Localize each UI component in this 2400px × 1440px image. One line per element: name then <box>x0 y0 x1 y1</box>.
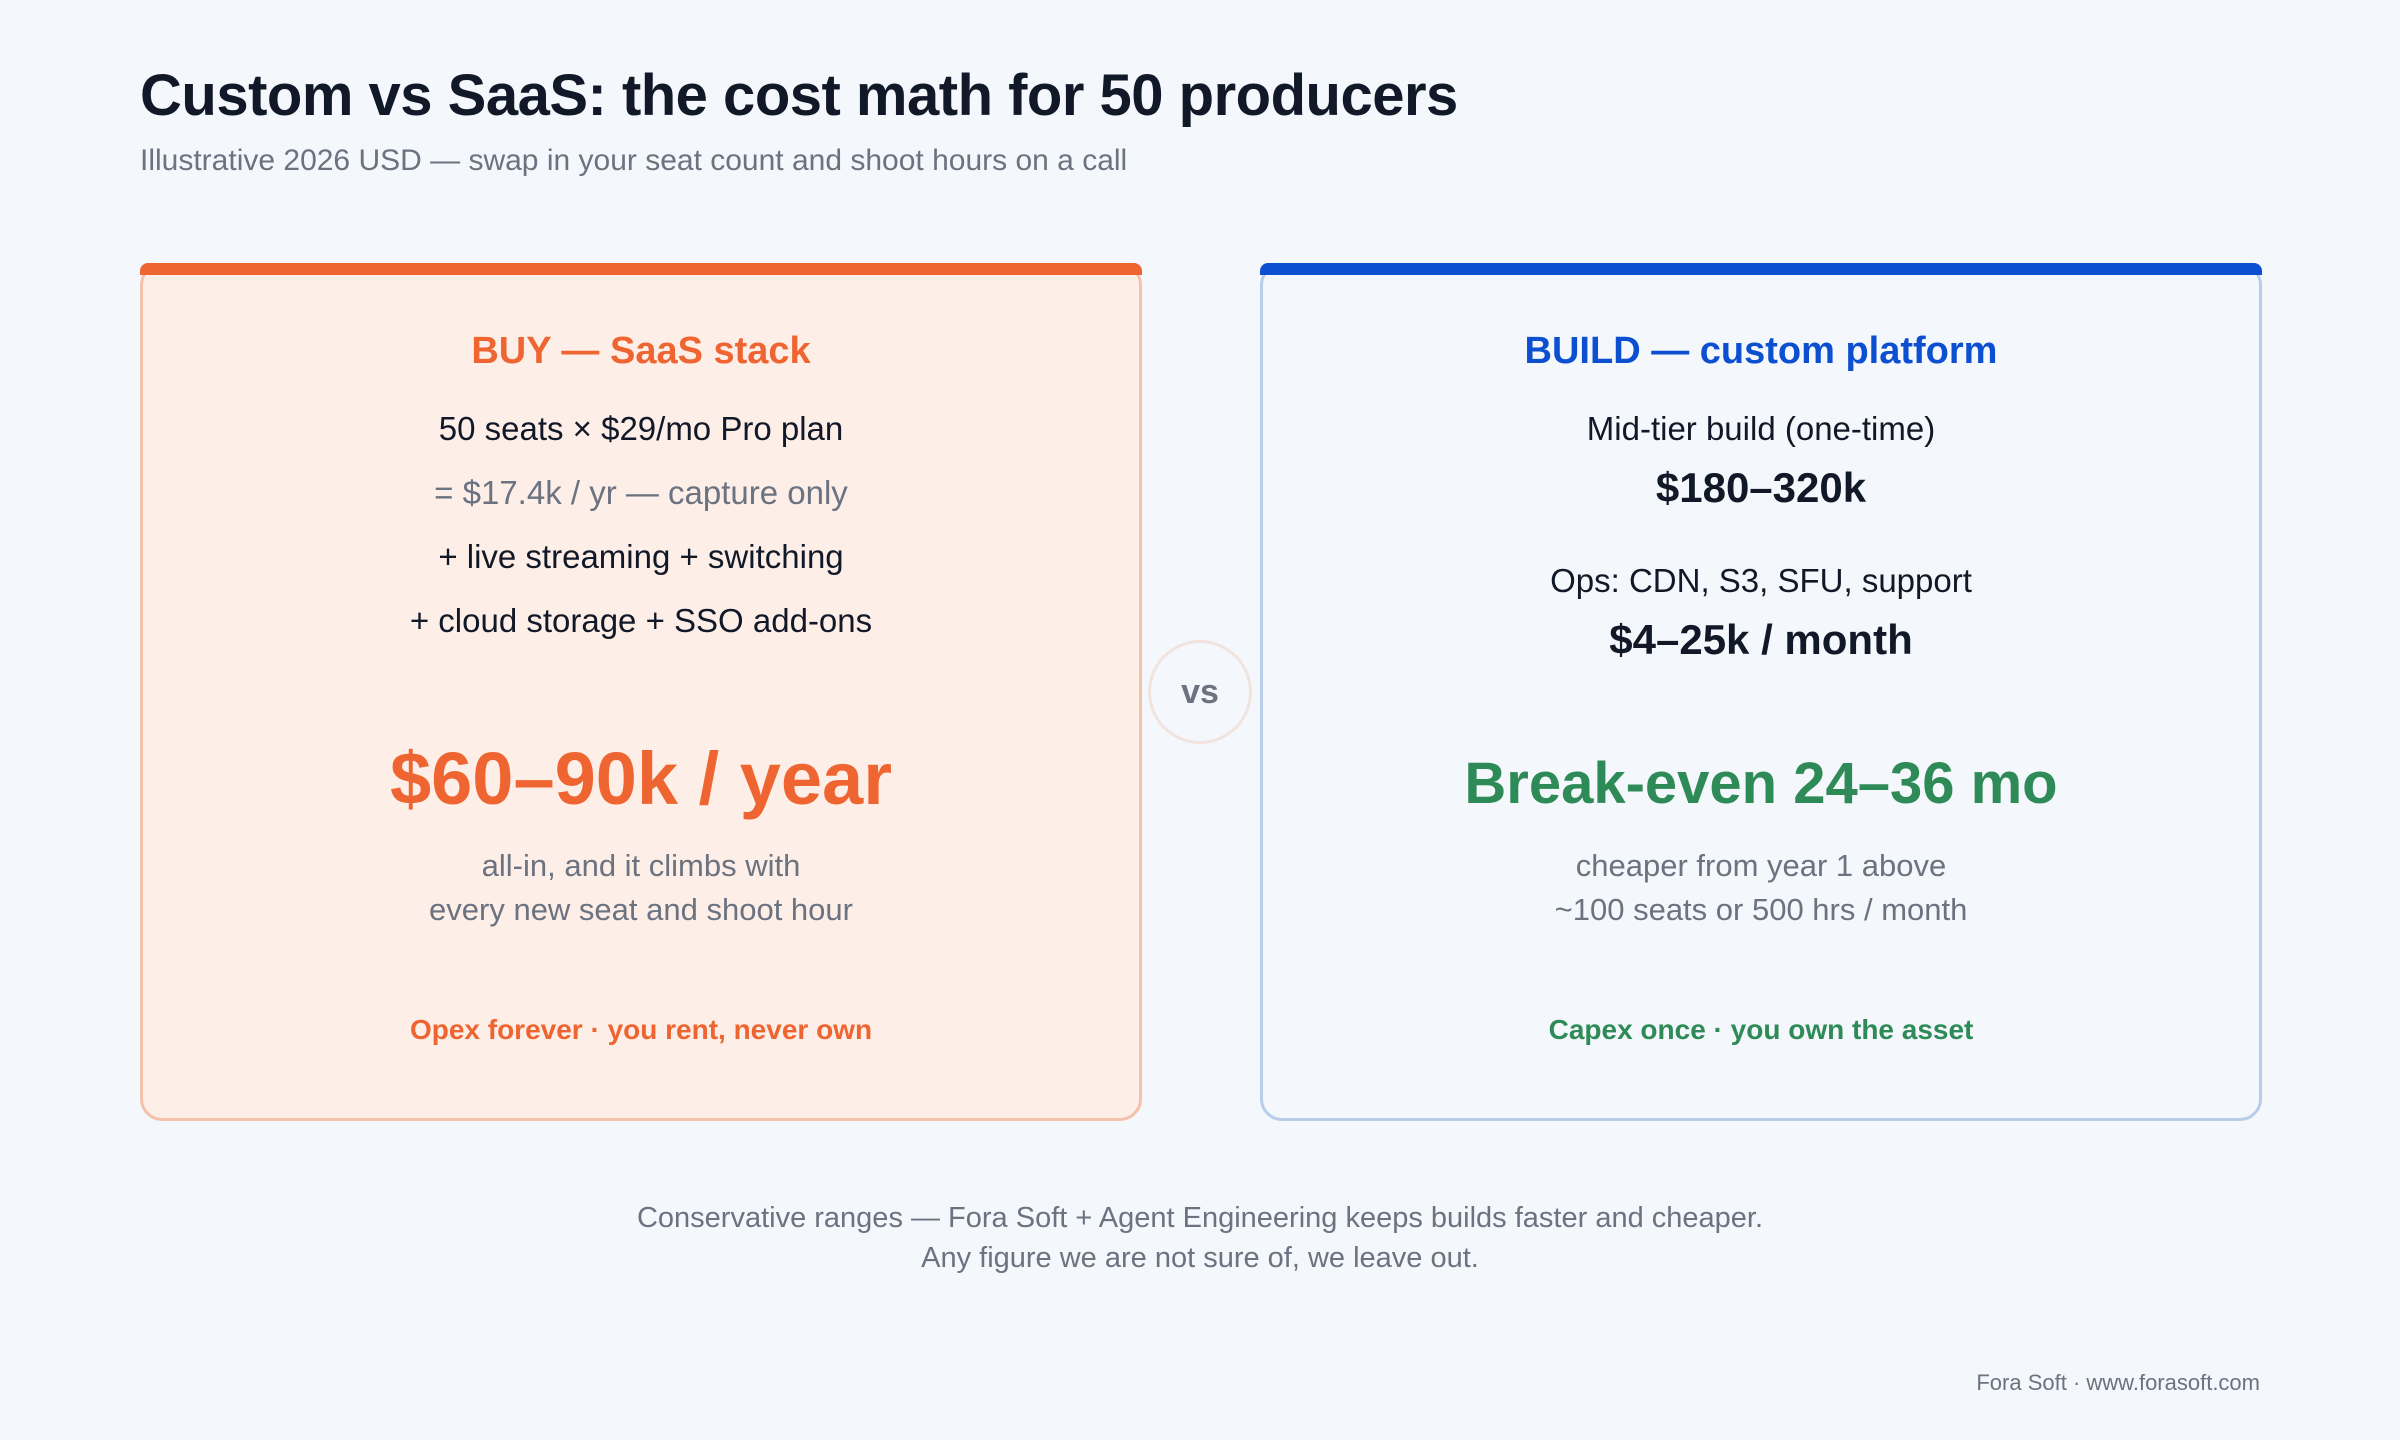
build-ops-cost: $4–25k / month <box>1609 616 1913 663</box>
buy-note-line-2: every new seat and shoot hour <box>429 892 853 927</box>
build-break-even: Break-even 24–36 mo <box>1464 751 2058 816</box>
buy-card-accent-bar <box>140 263 1142 275</box>
buy-footer: Opex forever · you rent, never own <box>409 1014 873 1045</box>
disclaimer: Conservative ranges — Fora Soft + Agent … <box>0 1198 2400 1278</box>
page-subtitle: Illustrative 2026 USD — swap in your sea… <box>140 144 1128 177</box>
build-build-cost: $180–320k <box>1655 464 1867 511</box>
disclaimer-line-2: Any figure we are not sure of, we leave … <box>921 1242 1479 1274</box>
build-card-heading: BUILD — custom platform <box>1524 330 1998 372</box>
buy-total-cost: $60–90k / year <box>389 737 893 820</box>
buy-note-line-1: all-in, and it climbs with <box>481 848 801 883</box>
build-note-line-1: cheaper from year 1 above <box>1575 848 1947 883</box>
buy-line-seats: 50 seats × $29/mo Pro plan <box>438 410 844 447</box>
page-title: Custom vs SaaS: the cost math for 50 pro… <box>140 63 1458 128</box>
build-note: cheaper from year 1 above ~100 seats or … <box>1263 844 2259 932</box>
build-footer: Capex once · you own the asset <box>1548 1014 1974 1045</box>
buy-card-heading: BUY — SaaS stack <box>471 330 811 372</box>
buy-note: all-in, and it climbs with every new sea… <box>143 844 1139 932</box>
build-line-ops: Ops: CDN, S3, SFU, support <box>1550 562 1972 599</box>
build-line-midtier: Mid-tier build (one-time) <box>1586 410 1936 447</box>
buy-line-capture: = $17.4k / yr — capture only <box>434 474 848 511</box>
buy-line-storage: + cloud storage + SSO add-ons <box>409 602 873 639</box>
build-card-accent-bar <box>1260 263 2262 275</box>
buy-card: BUY — SaaS stack 50 seats × $29/mo Pro p… <box>140 263 1142 1121</box>
vs-badge: vs <box>1148 640 1252 744</box>
disclaimer-line-1: Conservative ranges — Fora Soft + Agent … <box>636 1202 1764 1234</box>
build-card: BUILD — custom platform Mid-tier build (… <box>1260 263 2262 1121</box>
buy-line-streaming: + live streaming + switching <box>438 538 844 575</box>
credit-link[interactable]: Fora Soft · www.forasoft.com <box>1976 1370 2260 1395</box>
build-note-line-2: ~100 seats or 500 hrs / month <box>1554 892 1968 927</box>
